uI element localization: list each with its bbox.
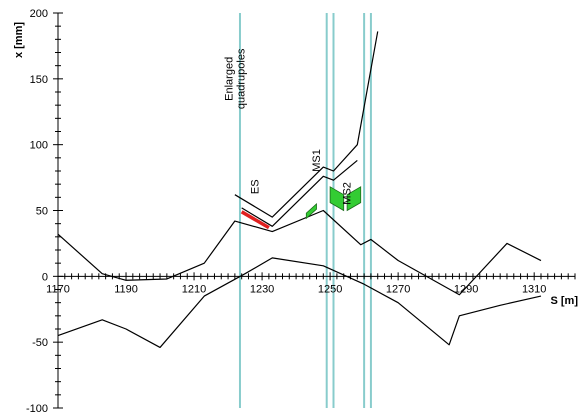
x-tick-label: 1190 <box>114 283 138 295</box>
y-tick-label: 50 <box>36 206 48 218</box>
series-line-2 <box>234 31 379 218</box>
axes: 1170 1190 1210 1230 1250 1270 1290 1310 -100 -50 0… <box>26 8 576 415</box>
series-line-1 <box>57 257 542 349</box>
series-line-4 <box>240 210 270 230</box>
annotation-line: MS1 <box>311 149 323 172</box>
x-tick-label: 1210 <box>182 283 206 295</box>
y-tick-label: 0 <box>42 271 48 283</box>
annotations-group: Enlargedquadrupoles ES MS1 MS2 <box>223 48 353 205</box>
elements-group <box>305 186 362 220</box>
y-tick-label: -50 <box>32 337 48 349</box>
x-tick-label: 1290 <box>454 283 478 295</box>
y-tick-label: 100 <box>30 140 48 152</box>
y-tick-label: 150 <box>30 74 48 86</box>
series-line-3 <box>241 160 358 227</box>
annotation-label-3: MS2 <box>342 182 354 205</box>
vertical-markers <box>238 13 372 408</box>
x-tick-label: 1270 <box>386 283 410 295</box>
x-tick-label: 1250 <box>318 283 342 295</box>
annotation-line: Enlarged <box>223 57 235 101</box>
annotation-label-1: ES <box>250 179 262 194</box>
element-shape-0 <box>305 203 317 220</box>
annotation-line: MS2 <box>342 182 354 205</box>
x-tick-label: 1310 <box>522 283 546 295</box>
x-tick-label: 1170 <box>46 283 70 295</box>
annotation-label-0: Enlargedquadrupoles <box>223 48 247 109</box>
y-axis-title: x [mm] <box>13 22 25 58</box>
annotation-label-2: MS1 <box>311 149 323 172</box>
series-line-0 <box>57 209 542 296</box>
y-tick-label: 200 <box>30 8 48 20</box>
x-tick-label: 1230 <box>250 283 274 295</box>
annotation-line: ES <box>250 179 262 194</box>
element-shape-1 <box>329 186 345 212</box>
annotation-line: quadrupoles <box>235 48 247 109</box>
y-tick-label: -100 <box>26 403 48 415</box>
element-shape-2 <box>346 186 362 212</box>
series-group <box>57 31 542 349</box>
x-axis-title: S [m] <box>551 295 579 307</box>
